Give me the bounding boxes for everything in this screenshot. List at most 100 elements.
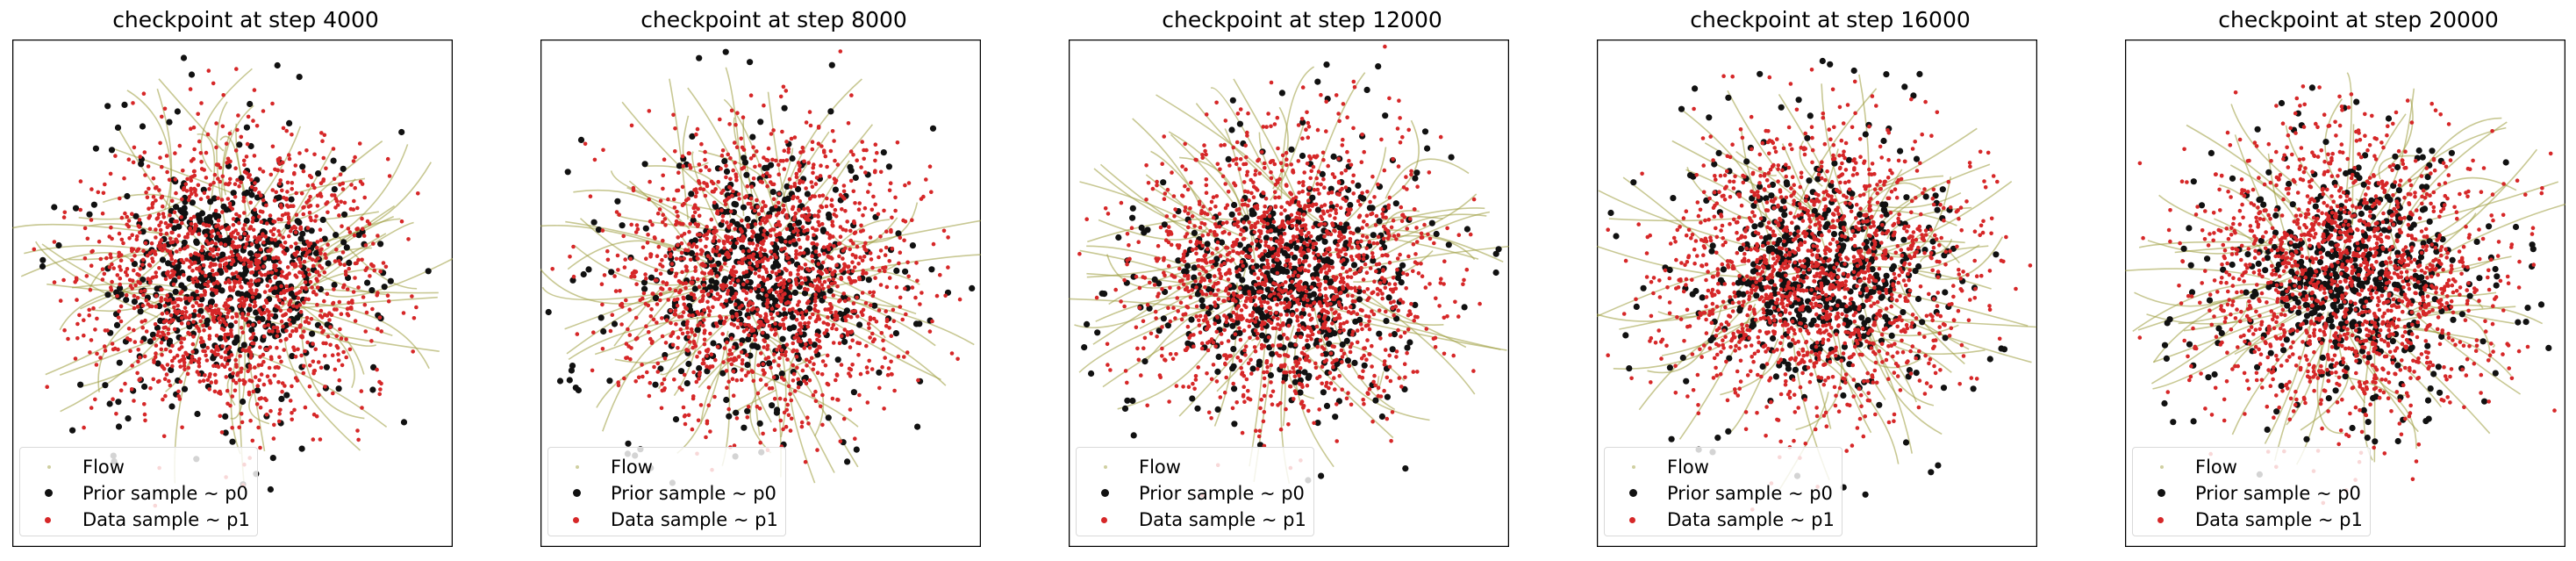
data-sample-point — [757, 163, 762, 168]
data-sample-point — [268, 213, 273, 218]
data-sample-point — [795, 349, 799, 353]
prior-sample-point — [1206, 304, 1214, 311]
data-sample-point — [178, 379, 183, 385]
data-sample-point — [846, 270, 851, 274]
prior-sample-point — [241, 191, 248, 198]
data-sample-point — [812, 162, 816, 167]
data-sample-point — [797, 299, 801, 305]
data-sample-point — [122, 176, 126, 181]
data-sample-point — [720, 284, 725, 289]
data-sample-point — [846, 121, 851, 126]
data-sample-point — [360, 182, 365, 186]
data-sample-point — [709, 263, 714, 269]
data-sample-point — [248, 260, 254, 265]
data-sample-point — [179, 321, 184, 326]
data-sample-point — [201, 349, 205, 354]
data-sample-point — [799, 281, 804, 286]
data-sample-point — [352, 198, 356, 204]
data-sample-point — [195, 289, 199, 294]
data-sample-point — [1319, 182, 1323, 187]
data-sample-point — [280, 270, 284, 274]
data-sample-point — [360, 406, 364, 410]
data-sample-point — [154, 227, 158, 232]
data-sample-point — [741, 234, 745, 240]
data-sample-point — [114, 412, 118, 416]
data-sample-point — [248, 263, 254, 269]
data-sample-point — [825, 328, 829, 333]
data-sample-point — [150, 202, 155, 206]
data-sample-point — [268, 229, 274, 234]
data-sample-point — [377, 315, 383, 320]
prior-sample-point — [1402, 465, 1409, 472]
prior-sample-point — [39, 256, 47, 263]
data-sample-point — [702, 181, 706, 185]
data-sample-point — [728, 222, 733, 227]
data-sample-point — [816, 219, 820, 225]
data-sample-point — [735, 111, 740, 115]
data-sample-point — [185, 176, 190, 182]
data-sample-point — [290, 411, 294, 415]
data-sample-point — [168, 236, 173, 241]
prior-sample-point — [154, 324, 161, 332]
data-sample-point — [116, 315, 121, 320]
prior-sample-point — [1129, 397, 1136, 405]
data-sample-point — [805, 300, 810, 306]
data-sample-point — [655, 361, 661, 366]
data-sample-point — [103, 182, 107, 187]
data-sample-point — [828, 148, 834, 154]
data-sample-point — [271, 227, 276, 232]
data-sample-point — [218, 263, 223, 268]
data-sample-point — [211, 350, 217, 355]
prior-sample-point — [1350, 262, 1358, 269]
prior-sample-point — [229, 438, 236, 445]
data-sample-point — [796, 377, 800, 382]
prior-sample-point — [1260, 294, 1267, 301]
data-sample-point — [227, 285, 233, 290]
data-sample-point — [210, 240, 215, 245]
data-sample-point — [720, 214, 726, 219]
data-sample-point — [824, 204, 829, 209]
data-sample-point — [755, 404, 760, 409]
data-sample-point — [812, 278, 818, 284]
data-sample-point — [247, 281, 251, 286]
prior-sample-point — [880, 149, 887, 156]
data-sample-point — [771, 197, 776, 202]
data-sample-point — [154, 270, 158, 275]
prior-marker — [573, 489, 581, 497]
data-sample-point — [213, 379, 218, 384]
data-sample-point — [772, 352, 776, 356]
data-sample-point — [318, 325, 324, 330]
data-sample-point — [772, 253, 776, 257]
data-sample-point — [823, 307, 827, 312]
data-sample-point — [863, 170, 868, 175]
data-sample-point — [648, 255, 653, 259]
data-sample-point — [305, 226, 311, 230]
prior-sample-point — [190, 312, 197, 319]
data-sample-point — [237, 378, 242, 383]
data-sample-point — [791, 222, 797, 227]
data-sample-point — [834, 310, 838, 315]
data-sample-point — [93, 327, 97, 332]
prior-sample-point — [1295, 219, 1302, 226]
data-sample-point — [697, 284, 702, 290]
data-sample-point — [77, 313, 82, 318]
data-sample-point — [672, 247, 676, 251]
data-sample-point — [748, 241, 752, 246]
data-sample-point — [142, 150, 147, 155]
data-sample-point — [273, 365, 278, 370]
data-sample-point — [191, 280, 196, 284]
data-sample-point — [691, 370, 696, 375]
data-sample-point — [278, 407, 283, 413]
data-sample-point — [683, 285, 688, 291]
data-sample-point — [841, 416, 847, 421]
data-sample-point — [697, 213, 702, 219]
data-sample-point — [266, 270, 271, 275]
data-sample-point — [712, 200, 717, 205]
data-sample-point — [842, 298, 848, 304]
data-sample-point — [756, 325, 761, 330]
data-sample-point — [216, 364, 221, 370]
data-sample-point — [856, 207, 862, 212]
prior-sample-point — [778, 370, 785, 378]
data-sample-point — [218, 165, 223, 170]
data-sample-point — [776, 363, 781, 368]
